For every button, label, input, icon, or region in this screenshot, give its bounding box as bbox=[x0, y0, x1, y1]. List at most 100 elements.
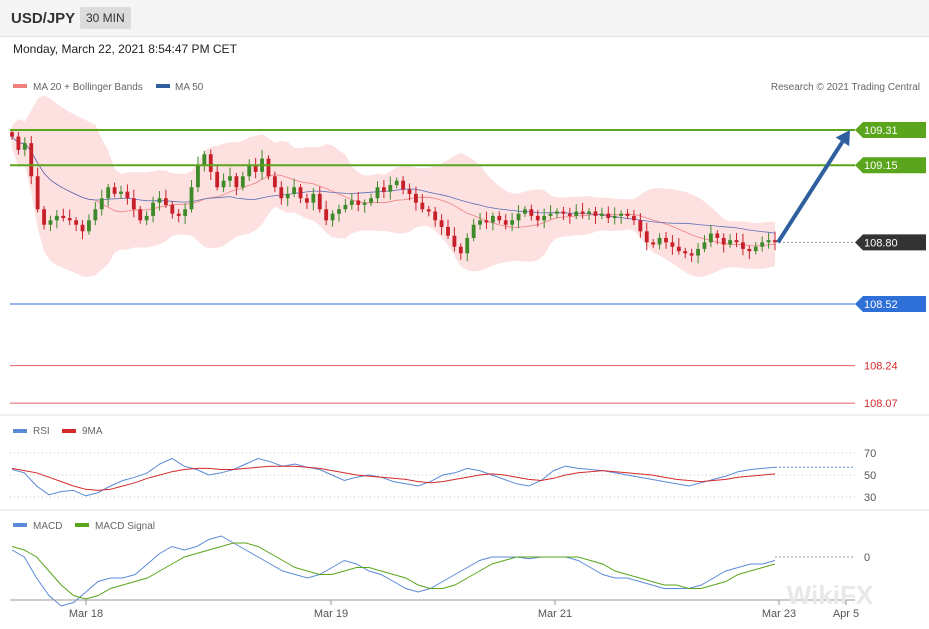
candle-body bbox=[189, 187, 194, 210]
resistance-label: 109.31 bbox=[864, 125, 898, 137]
x-axis: Mar 18 Mar 19 Mar 21 Mar 23 Apr 5 bbox=[69, 600, 859, 620]
candle-body bbox=[48, 220, 53, 225]
legend-rsi-ma: 9MA bbox=[82, 426, 103, 437]
candle-body bbox=[298, 187, 303, 199]
candle-body bbox=[619, 213, 624, 216]
candle-body bbox=[516, 213, 521, 221]
candle-body bbox=[670, 242, 675, 247]
legend-swatch-macd-signal bbox=[75, 523, 89, 527]
candle-body bbox=[22, 143, 27, 150]
support-tag bbox=[855, 296, 926, 312]
legend-macd-signal: MACD Signal bbox=[95, 521, 155, 532]
candle-body bbox=[394, 180, 399, 186]
candle-body bbox=[676, 246, 681, 252]
candle-body bbox=[766, 240, 771, 243]
candle-body bbox=[708, 233, 713, 243]
candle-body bbox=[138, 209, 143, 221]
candle-body bbox=[228, 176, 232, 181]
support-label: 108.52 bbox=[864, 299, 898, 311]
legend-bollinger: MA 20 + Bollinger Bands bbox=[33, 82, 143, 93]
candle-body bbox=[548, 213, 553, 216]
resistance-tag bbox=[855, 122, 926, 138]
candle-body bbox=[420, 202, 425, 210]
candle-body bbox=[529, 209, 534, 216]
symbol-title: USD/JPY bbox=[11, 10, 76, 27]
candle-body bbox=[163, 198, 168, 205]
legend-swatch-rsi-ma bbox=[62, 429, 76, 433]
candle-body bbox=[202, 154, 207, 166]
forecast-arrow-shaft bbox=[776, 140, 845, 244]
candle-body bbox=[375, 187, 380, 199]
rsi-panel: 70 50 30 bbox=[10, 448, 876, 504]
x-tick-label: Apr 5 bbox=[833, 608, 859, 620]
candle-body bbox=[144, 215, 149, 221]
candlesticks bbox=[10, 128, 777, 264]
candle-body bbox=[561, 211, 566, 214]
candle-body bbox=[80, 224, 85, 232]
x-tick-label: Mar 21 bbox=[538, 608, 572, 620]
candle-body bbox=[16, 136, 21, 150]
candle-body bbox=[612, 215, 617, 219]
candle-body bbox=[644, 231, 649, 243]
candle-body bbox=[317, 193, 322, 210]
candle-body bbox=[170, 204, 175, 214]
candle-body bbox=[458, 246, 463, 254]
rsi-tick-label: 30 bbox=[864, 492, 876, 504]
candle-body bbox=[388, 185, 393, 192]
candle-body bbox=[337, 209, 341, 214]
rsi-tick-label: 50 bbox=[864, 470, 876, 482]
target-label: 108.24 bbox=[864, 361, 898, 373]
candle-body bbox=[330, 213, 335, 221]
candle-body bbox=[125, 191, 130, 199]
candle-body bbox=[503, 220, 508, 225]
rsi-line bbox=[11, 457, 776, 497]
candle-body bbox=[112, 187, 117, 194]
candle-body bbox=[151, 202, 155, 216]
candle-body bbox=[638, 220, 643, 232]
candle-body bbox=[208, 154, 213, 172]
candle-body bbox=[535, 215, 540, 221]
watermark: WikiFX bbox=[787, 580, 874, 610]
x-tick-label: Mar 18 bbox=[69, 608, 103, 620]
candle-body bbox=[567, 213, 572, 216]
candle-body bbox=[433, 211, 438, 221]
candle-body bbox=[510, 220, 515, 225]
candle-body bbox=[574, 211, 579, 216]
legend-rsi: RSI bbox=[33, 426, 50, 437]
candle-body bbox=[356, 200, 361, 205]
candle-body bbox=[240, 176, 245, 188]
timeframe-button[interactable]: 30 MIN bbox=[80, 7, 131, 29]
candle-body bbox=[349, 200, 354, 205]
legend-swatch-bollinger bbox=[13, 84, 27, 88]
candle-body bbox=[657, 237, 662, 245]
price-levels: 109.31 109.15 108.80 108.52 108.24 108.07 bbox=[10, 122, 926, 410]
candle-body bbox=[446, 226, 450, 236]
candle-body bbox=[555, 211, 559, 214]
candle-body bbox=[747, 248, 752, 252]
candle-body bbox=[651, 242, 656, 245]
candle-body bbox=[497, 215, 502, 221]
candle-body bbox=[253, 165, 258, 172]
candle-body bbox=[484, 220, 489, 223]
candle-body bbox=[183, 209, 188, 216]
candle-body bbox=[580, 211, 585, 214]
candle-body bbox=[721, 237, 726, 245]
legend-ma50: MA 50 bbox=[175, 82, 204, 93]
candle-body bbox=[523, 209, 527, 214]
candle-body bbox=[10, 132, 14, 137]
candle-body bbox=[61, 215, 66, 219]
candle-body bbox=[632, 215, 636, 221]
candle-body bbox=[234, 176, 239, 188]
candle-body bbox=[131, 198, 136, 210]
candle-body bbox=[74, 220, 79, 225]
candle-body bbox=[106, 187, 111, 199]
candle-body bbox=[471, 224, 476, 238]
copyright: Research © 2021 Trading Central bbox=[771, 82, 920, 93]
chart-datetime: Monday, March 22, 2021 8:54:47 PM CET bbox=[13, 42, 237, 56]
candle-body bbox=[266, 158, 271, 177]
rsi-tick-label: 70 bbox=[864, 448, 876, 460]
candle-body bbox=[324, 209, 329, 221]
candle-body bbox=[285, 193, 290, 199]
candle-body bbox=[696, 248, 700, 256]
candle-body bbox=[93, 209, 98, 221]
